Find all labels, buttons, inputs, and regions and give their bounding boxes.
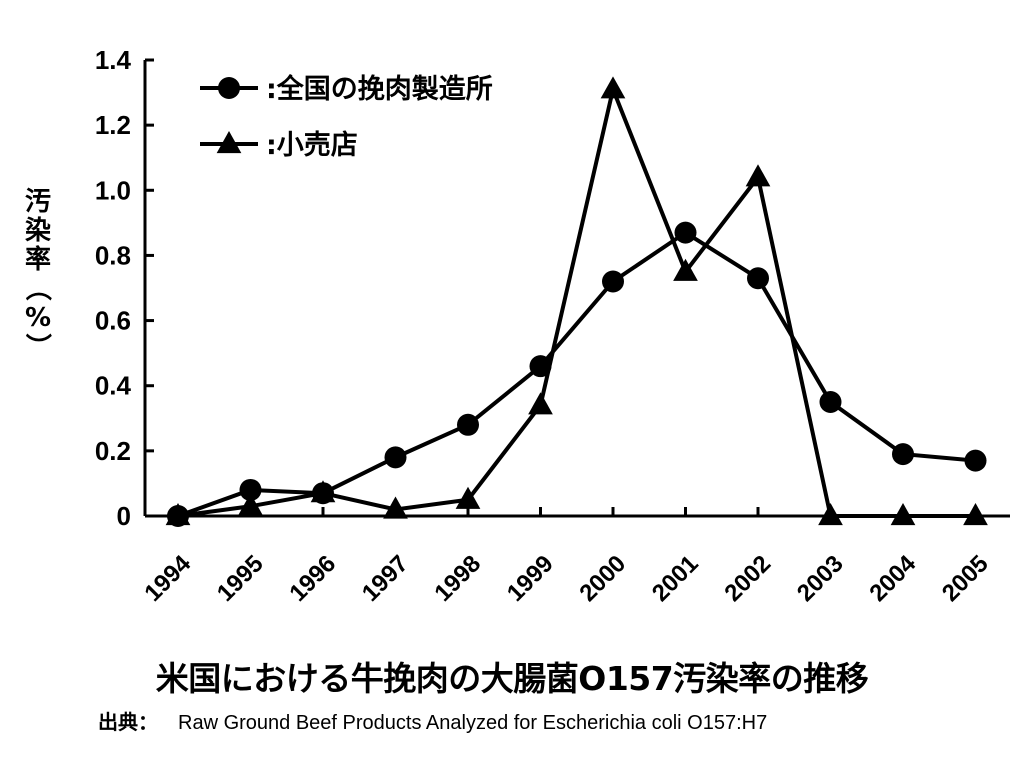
legend-marker bbox=[218, 77, 240, 99]
source-text: Raw Ground Beef Products Analyzed for Es… bbox=[178, 712, 768, 734]
data-point bbox=[528, 392, 553, 415]
legend-item: :小売店 bbox=[200, 130, 358, 161]
y-tick-label: 0.6 bbox=[95, 306, 131, 336]
line-chart: 0 0.2 0.4 0.6 0.8 1.0 1.2 1.4 1994 1995 1996 1997 19… bbox=[22, 45, 1010, 607]
data-point bbox=[745, 164, 771, 187]
data-point bbox=[384, 446, 407, 469]
data-point bbox=[964, 449, 987, 472]
x-tick-label: 1998 bbox=[429, 550, 486, 607]
y-axis-label-char: （ bbox=[22, 275, 52, 301]
y-tick-label: 0 bbox=[117, 501, 131, 531]
y-axis-label-char: 率 bbox=[25, 244, 51, 275]
y-tick-label: 1.0 bbox=[95, 175, 131, 205]
x-tick-label: 1995 bbox=[212, 550, 269, 607]
y-tick-label: 1.4 bbox=[95, 45, 132, 75]
chart-title: 米国における牛挽肉の大腸菌O157汚染率の推移 bbox=[155, 659, 869, 698]
y-axis-label-char: % bbox=[25, 303, 51, 333]
x-tick-label: 2003 bbox=[792, 550, 849, 607]
x-tick-label: 2001 bbox=[647, 550, 704, 607]
data-point bbox=[890, 503, 916, 526]
data-point bbox=[383, 496, 408, 519]
source-citation: 出典： Raw Ground Beef Products Analyzed for… bbox=[98, 706, 767, 735]
data-point bbox=[818, 503, 843, 526]
data-point bbox=[963, 503, 988, 526]
data-point bbox=[239, 478, 262, 501]
data-point bbox=[673, 258, 698, 281]
x-tick-label: 1996 bbox=[284, 550, 341, 607]
legend-label: :小売店 bbox=[266, 130, 358, 161]
series-retail bbox=[165, 76, 988, 526]
data-point bbox=[310, 480, 336, 503]
x-tick-label: 2005 bbox=[937, 550, 994, 607]
x-tick-label: 2002 bbox=[719, 550, 776, 607]
data-point bbox=[602, 270, 624, 293]
y-tick-label: 0.4 bbox=[95, 371, 132, 401]
x-tick-label: 2004 bbox=[864, 550, 921, 607]
series-line bbox=[177, 230, 976, 518]
data-point bbox=[600, 76, 626, 99]
series-line bbox=[177, 82, 976, 518]
x-tick-label: 1999 bbox=[502, 550, 559, 607]
data-point bbox=[529, 355, 552, 378]
x-tick-label: 1997 bbox=[357, 550, 414, 607]
x-tick-label: 2000 bbox=[574, 550, 631, 607]
y-axis-label-char: 汚 bbox=[25, 187, 51, 217]
data-point bbox=[238, 493, 263, 516]
y-tick-label: 1.2 bbox=[95, 110, 131, 140]
legend-marker bbox=[216, 131, 242, 154]
data-point bbox=[457, 413, 479, 436]
data-point bbox=[165, 503, 191, 526]
x-tick-label: 1994 bbox=[139, 550, 196, 607]
y-axis-label-char: 染 bbox=[25, 216, 51, 246]
legend-item: :全国の挽肉製造所 bbox=[200, 73, 493, 105]
data-point bbox=[819, 391, 842, 413]
y-tick-label: 0.8 bbox=[95, 240, 131, 270]
legend-label: :全国の挽肉製造所 bbox=[266, 73, 493, 105]
y-axis-label-char: ） bbox=[22, 333, 52, 359]
y-tick-label: 0.2 bbox=[95, 436, 131, 466]
data-point bbox=[892, 443, 914, 466]
source-label: 出典： bbox=[98, 710, 158, 734]
data-point bbox=[747, 267, 769, 290]
data-point bbox=[674, 221, 697, 244]
data-point bbox=[455, 486, 481, 509]
series-plants bbox=[167, 221, 987, 527]
